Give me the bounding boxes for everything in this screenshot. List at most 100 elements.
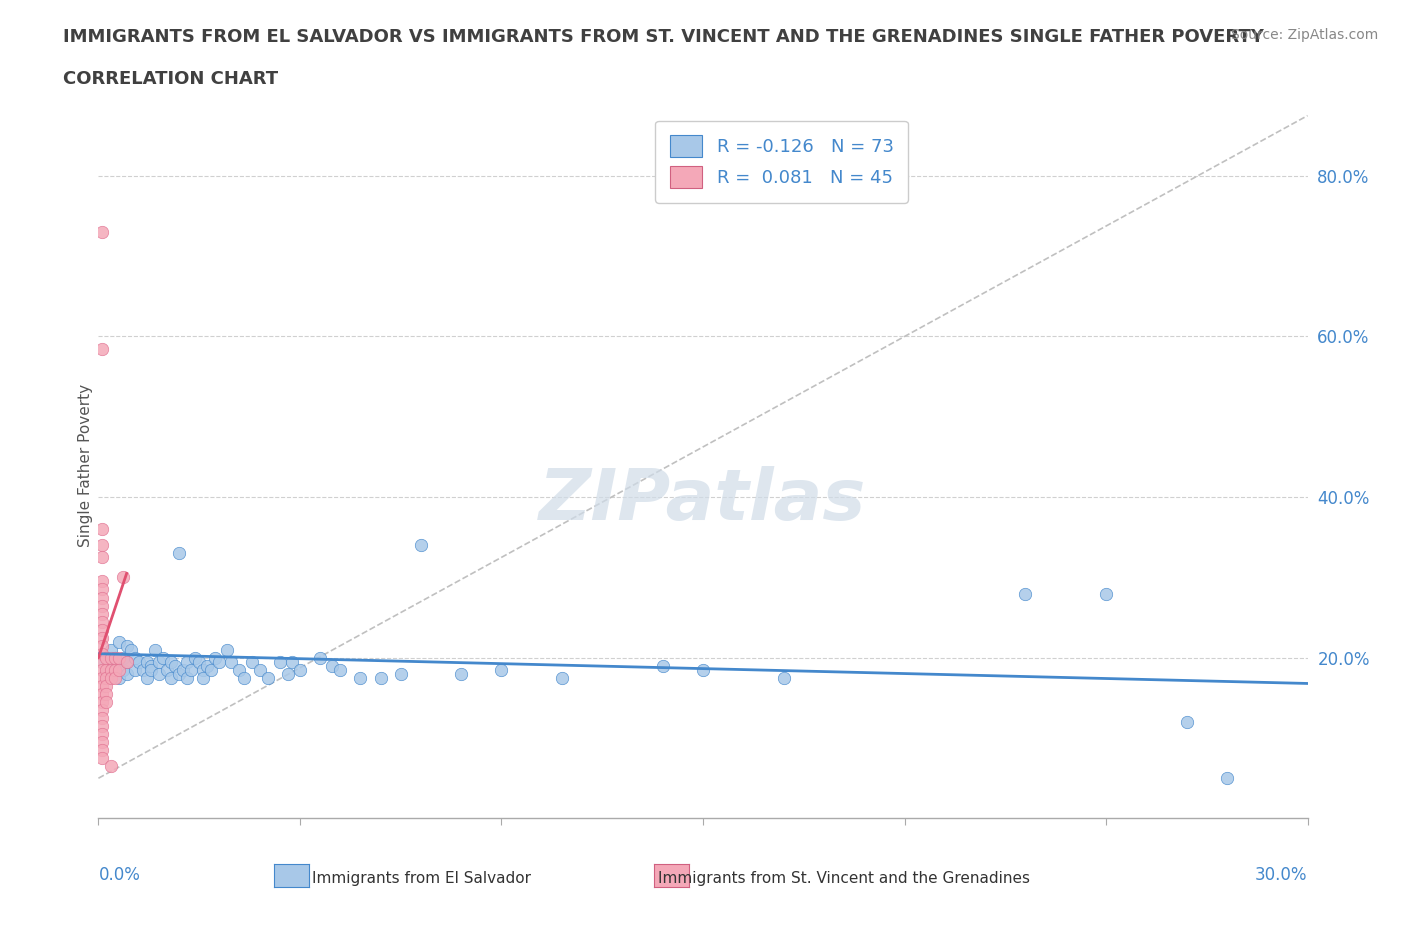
Point [139,658,162,673]
Point [107,658,129,673]
Point [91,686,114,701]
Point [132,662,155,677]
Point [188,655,211,670]
Point [281,655,304,670]
Point [176,671,198,685]
Point [103,662,125,677]
Point [91,522,114,537]
Point [96,662,118,677]
Point [91,631,114,645]
Point [111,570,134,585]
Point [91,695,114,710]
Point [1175,714,1198,729]
Text: Immigrants from St. Vincent and the Grenadines: Immigrants from St. Vincent and the Gren… [658,871,1029,886]
Point [200,662,222,677]
Point [217,643,239,658]
Point [176,655,198,670]
Point [91,646,114,661]
Point [91,655,114,670]
Point [91,751,114,765]
Point [1095,586,1118,601]
Text: Source: ZipAtlas.com: Source: ZipAtlas.com [1230,28,1378,42]
Point [115,655,138,670]
Point [409,538,432,552]
Point [124,662,146,677]
Point [204,650,226,665]
Point [321,658,343,673]
Point [256,671,278,685]
Point [91,341,114,356]
Point [172,662,194,677]
Point [228,662,250,677]
Point [329,662,352,677]
Point [91,679,114,694]
Point [184,650,207,665]
Point [269,655,291,670]
Point [96,686,118,701]
Text: 30.0%: 30.0% [1256,867,1308,884]
Point [551,671,574,685]
Point [240,655,263,670]
Point [91,711,114,725]
Point [91,655,114,670]
Point [491,662,513,677]
Text: ZIPatlas: ZIPatlas [540,466,866,535]
Point [100,671,122,685]
Point [193,662,215,677]
Point [152,650,174,665]
Point [100,643,122,658]
Point [277,667,299,682]
Point [309,650,332,665]
Point [103,671,125,685]
Legend: R = -0.126   N = 73, R =  0.081   N = 45: R = -0.126 N = 73, R = 0.081 N = 45 [655,121,908,203]
Point [100,759,122,774]
Point [1216,771,1239,786]
Point [100,658,122,673]
Point [96,695,118,710]
Point [651,658,673,673]
Point [148,655,170,670]
Point [115,667,138,682]
Point [103,650,125,665]
Point [91,538,114,552]
Point [91,614,114,629]
Point [96,679,118,694]
Point [91,743,114,758]
Point [450,667,472,682]
Point [156,662,179,677]
Point [91,225,114,240]
Text: 0.0%: 0.0% [98,867,141,884]
Point [91,719,114,734]
Point [160,671,183,685]
Point [115,655,138,670]
Point [91,606,114,621]
Point [772,671,794,685]
Point [91,582,114,597]
Point [167,667,190,682]
Point [107,662,129,677]
Point [91,590,114,604]
Point [1014,586,1036,601]
Point [91,638,114,653]
Point [120,643,142,658]
Point [135,671,157,685]
Point [208,655,231,670]
Point [349,671,371,685]
Point [103,650,125,665]
Point [91,702,114,717]
Point [193,671,215,685]
Point [91,735,114,750]
Point [389,667,412,682]
Point [115,638,138,653]
Point [107,634,129,649]
Point [96,650,118,665]
Point [135,655,157,670]
Point [107,671,129,685]
Point [111,662,134,677]
Point [148,667,170,682]
Point [232,671,254,685]
Text: Immigrants from El Salvador: Immigrants from El Salvador [312,871,531,886]
Point [91,671,114,685]
Point [100,662,122,677]
Text: IMMIGRANTS FROM EL SALVADOR VS IMMIGRANTS FROM ST. VINCENT AND THE GRENADINES SI: IMMIGRANTS FROM EL SALVADOR VS IMMIGRANT… [63,28,1264,46]
